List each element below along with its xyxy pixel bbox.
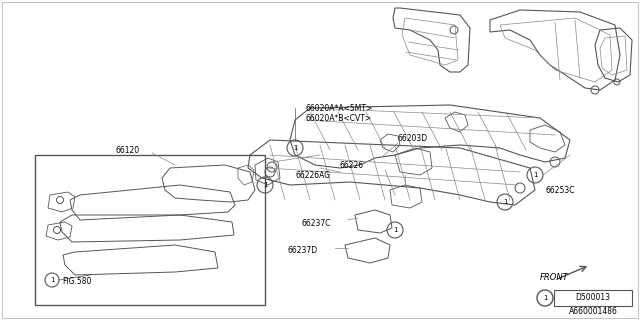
Text: A660001486: A660001486 bbox=[568, 307, 618, 316]
Text: 1: 1 bbox=[503, 199, 508, 205]
Text: FRONT: FRONT bbox=[540, 274, 569, 283]
Text: 66020A*A<5MT>: 66020A*A<5MT> bbox=[305, 103, 372, 113]
Bar bbox=[35, 155, 265, 305]
Text: 66237D: 66237D bbox=[288, 245, 318, 254]
Text: D500013: D500013 bbox=[575, 293, 611, 302]
Text: 66237C: 66237C bbox=[302, 219, 332, 228]
Text: 1: 1 bbox=[543, 295, 547, 301]
Text: 66120: 66120 bbox=[115, 146, 139, 155]
Text: FIG.580: FIG.580 bbox=[62, 277, 92, 286]
Text: 1: 1 bbox=[292, 145, 297, 151]
Text: 1: 1 bbox=[50, 277, 54, 283]
Text: 66253C: 66253C bbox=[545, 186, 575, 195]
Text: 1: 1 bbox=[532, 172, 537, 178]
Bar bbox=[554, 290, 632, 306]
Text: 66203D: 66203D bbox=[398, 133, 428, 142]
Text: 1: 1 bbox=[263, 182, 268, 188]
Text: 1: 1 bbox=[393, 227, 397, 233]
Text: 66226: 66226 bbox=[340, 161, 364, 170]
Text: 66226AG: 66226AG bbox=[296, 171, 331, 180]
Text: 66020A*B<CVT>: 66020A*B<CVT> bbox=[305, 114, 371, 123]
